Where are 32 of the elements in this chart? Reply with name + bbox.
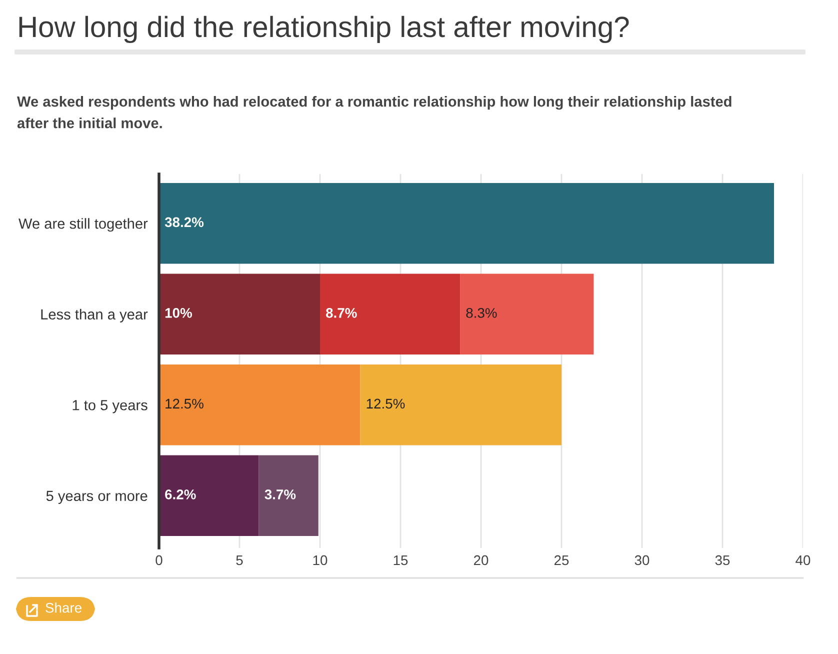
y-tick-label: Less than a year	[41, 308, 148, 322]
x-tick-label: 20	[474, 555, 488, 566]
data-label: 12.5%	[166, 398, 204, 409]
x-tick-label: 10	[313, 555, 328, 566]
bar	[159, 455, 259, 536]
x-tick-label: 30	[634, 555, 650, 566]
chart-subtitle: We asked respondents who had relocated for a romantic relationship how long their relationship lasted after the initial move.	[17, 96, 732, 128]
bar	[159, 182, 774, 264]
data-label: 6.2%	[165, 490, 196, 500]
chart-title: How long did the relationship last after moving?	[19, 16, 629, 44]
y-tick-label: 1 to 5 years	[72, 400, 148, 414]
x-tick-label: 15	[394, 555, 408, 566]
y-tick-label: We are still together	[18, 218, 148, 232]
bar	[159, 364, 360, 446]
bar	[258, 455, 318, 536]
data-label: 8.7%	[326, 308, 357, 318]
bar	[460, 274, 594, 355]
y-tick-label: 5 years or more	[46, 490, 148, 504]
data-label: 3.7%	[264, 490, 296, 500]
data-label: 8.3%	[466, 308, 497, 318]
text: Share	[46, 602, 82, 613]
data-label: 10%	[165, 308, 192, 318]
x-tick-label: 0	[156, 555, 162, 566]
x-tick-label: 40	[796, 555, 810, 566]
bar	[360, 364, 562, 446]
bar	[159, 274, 320, 355]
x-tick-label: 5	[236, 555, 243, 566]
x-tick-label: 25	[554, 555, 569, 566]
data-label: 12.5%	[366, 398, 405, 409]
data-label: 38.2%	[164, 217, 204, 228]
x-tick-label: 35	[715, 555, 730, 566]
bar	[320, 274, 460, 355]
